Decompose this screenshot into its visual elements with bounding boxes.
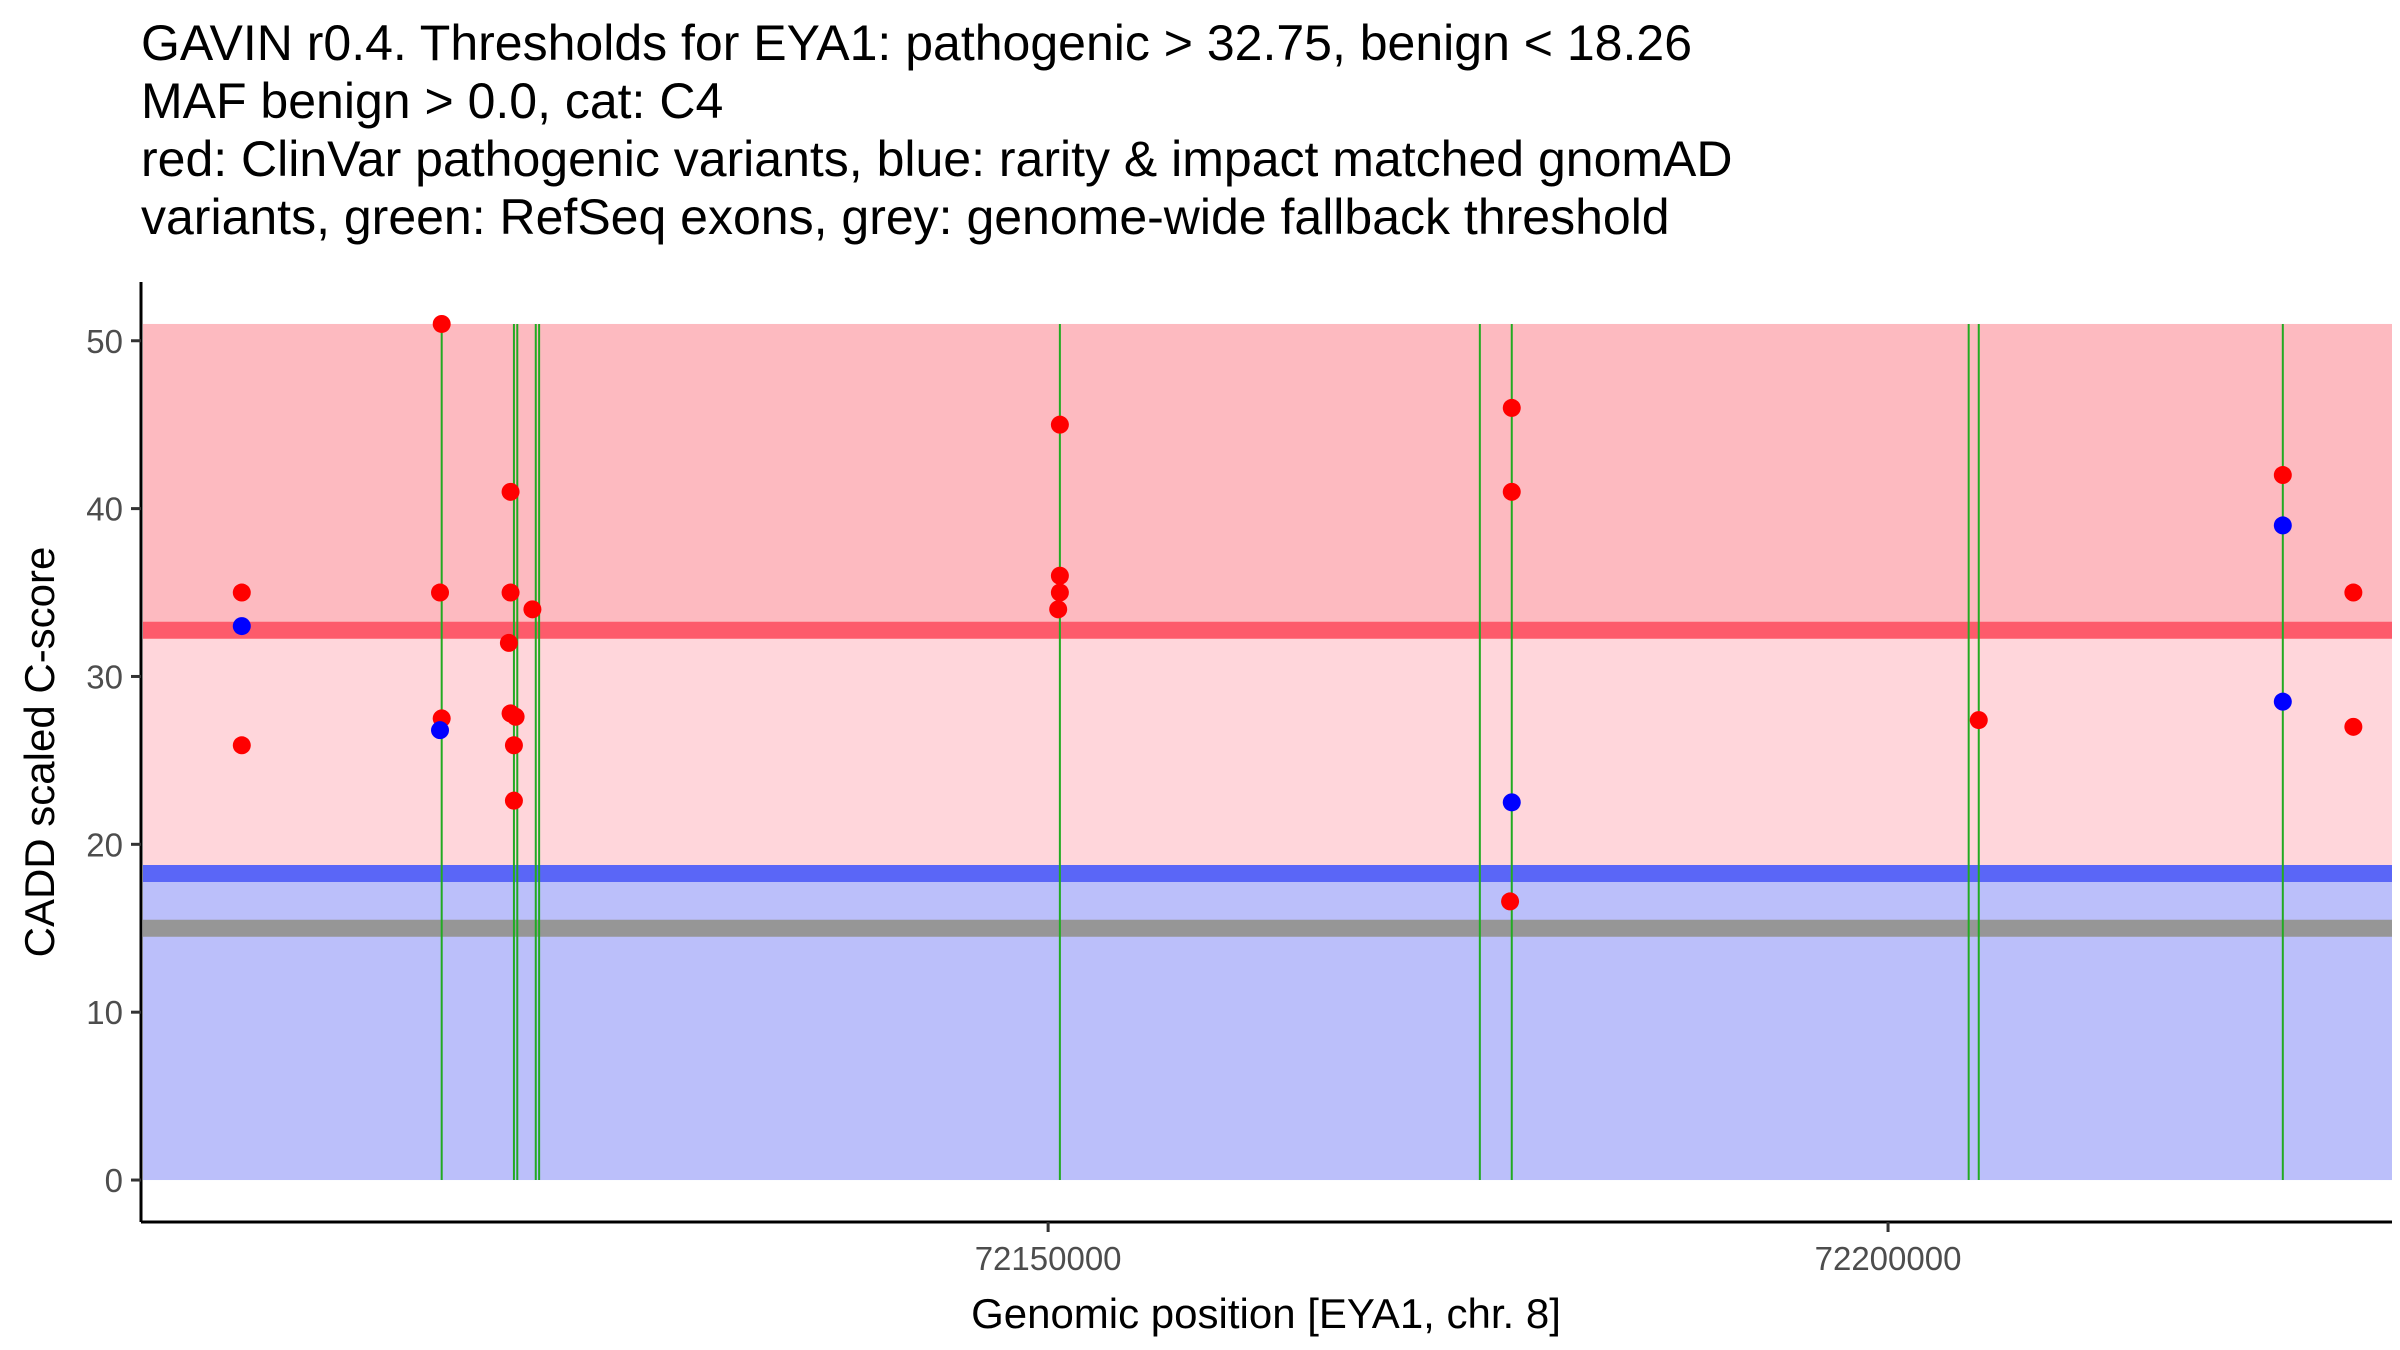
clinvar-pathogenic-point: [504, 791, 523, 810]
title-line-3: red: ClinVar pathogenic variants, blue: …: [141, 131, 1733, 187]
y-tick-label: 50: [86, 323, 123, 360]
clinvar-pathogenic-point: [1502, 398, 1521, 417]
clinvar-pathogenic-point: [506, 707, 525, 726]
clinvar-pathogenic-point: [1501, 892, 1520, 911]
gnomad-variant-point: [2273, 692, 2292, 711]
clinvar-pathogenic-point: [2344, 583, 2363, 602]
clinvar-pathogenic-point: [523, 600, 542, 619]
variant-points: [232, 314, 2363, 911]
clinvar-pathogenic-point: [1969, 711, 1988, 730]
clinvar-pathogenic-point: [501, 583, 520, 602]
clinvar-pathogenic-point: [1050, 566, 1069, 585]
benign-region-band: [143, 873, 2392, 1181]
x-tick-label: 72150000: [975, 1240, 1122, 1277]
clinvar-pathogenic-point: [2273, 466, 2292, 485]
axes: [139, 282, 2392, 1224]
pathogenic-region-band: [143, 323, 2392, 631]
clinvar-pathogenic-point: [232, 736, 251, 755]
uncertain-region-band: [143, 630, 2392, 874]
gnomad-variant-point: [2273, 516, 2292, 535]
gnomad-variant-point: [232, 617, 251, 636]
y-tick-label: 30: [86, 658, 123, 695]
axis-ticks: 0 10 20 30 40 50 72150000 72200000: [86, 323, 1961, 1277]
clinvar-pathogenic-point: [432, 314, 451, 333]
clinvar-pathogenic-point: [2344, 717, 2363, 736]
threshold-bands: [143, 323, 2392, 1181]
clinvar-pathogenic-point: [1050, 583, 1069, 602]
gnomad-variant-point: [431, 721, 450, 740]
clinvar-pathogenic-point: [1050, 415, 1069, 434]
clinvar-pathogenic-point: [1049, 600, 1068, 619]
title-line-4: variants, green: RefSeq exons, grey: gen…: [141, 189, 1670, 245]
clinvar-pathogenic-point: [499, 633, 518, 652]
y-tick-label: 0: [105, 1162, 123, 1199]
title-line-2: MAF benign > 0.0, cat: C4: [141, 73, 724, 129]
clinvar-pathogenic-point: [504, 736, 523, 755]
clinvar-pathogenic-point: [232, 583, 251, 602]
x-tick-label: 72200000: [1815, 1240, 1962, 1277]
y-tick-label: 20: [86, 826, 123, 863]
x-axis-label: Genomic position [EYA1, chr. 8]: [971, 1290, 1561, 1337]
clinvar-pathogenic-point: [431, 583, 450, 602]
y-tick-label: 40: [86, 491, 123, 528]
y-axis-label: CADD scaled C-score: [16, 547, 63, 958]
gnomad-variant-point: [1502, 793, 1521, 812]
title-line-1: GAVIN r0.4. Thresholds for EYA1: pathoge…: [141, 15, 1693, 71]
chart-title: GAVIN r0.4. Thresholds for EYA1: pathoge…: [141, 14, 2381, 246]
clinvar-pathogenic-point: [1502, 482, 1521, 501]
y-tick-label: 10: [86, 994, 123, 1031]
clinvar-pathogenic-point: [501, 482, 520, 501]
